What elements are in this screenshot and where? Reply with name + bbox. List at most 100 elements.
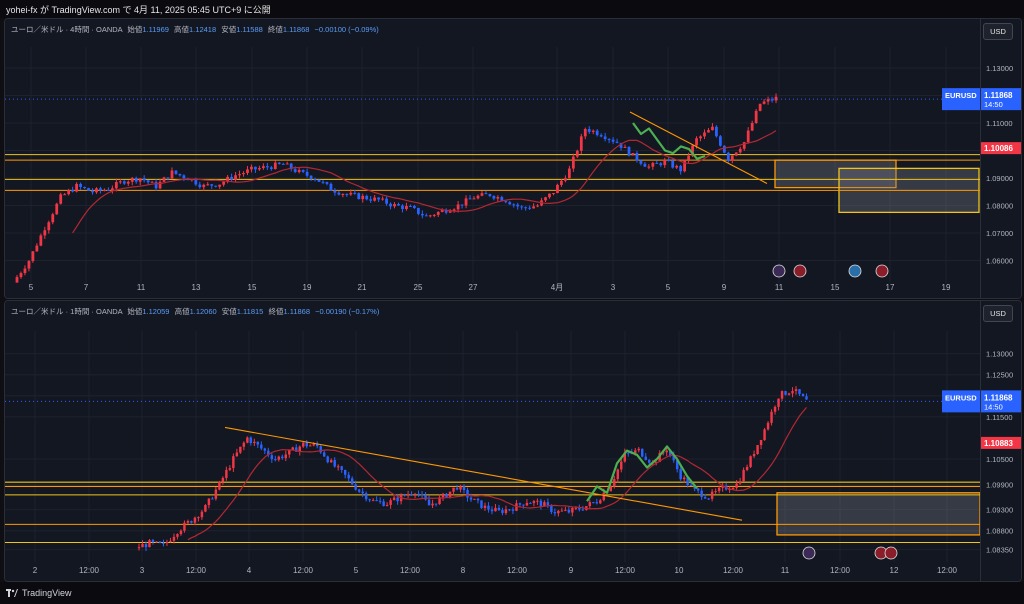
candle [731, 488, 735, 490]
candle [766, 99, 770, 102]
candle [336, 466, 340, 468]
candle [438, 497, 441, 505]
candle [416, 207, 420, 214]
candle [798, 389, 801, 395]
price-axis-1h[interactable]: 1.130001.125001.120001.115001.105001.099… [980, 301, 1021, 581]
candle [288, 449, 291, 455]
candle [406, 494, 410, 496]
x-tick-label: 4 [247, 566, 252, 575]
candle [261, 166, 265, 169]
candle [238, 174, 241, 176]
x-tick-label: 7 [84, 283, 89, 292]
candle [138, 178, 142, 182]
candle [715, 126, 718, 137]
candle [564, 509, 567, 511]
candle [675, 165, 679, 168]
candle [687, 155, 690, 160]
candle [273, 162, 277, 170]
candle [525, 502, 529, 506]
candle [742, 469, 745, 482]
x-tick-label: 12 [890, 566, 899, 575]
level-tag-value: 1.10883 [984, 439, 1013, 448]
candle [198, 184, 202, 188]
candle [536, 205, 539, 207]
currency-button[interactable]: USD [983, 23, 1013, 40]
x-tick-label: 12:00 [507, 566, 528, 575]
candle [230, 176, 233, 180]
candle [721, 485, 724, 488]
candle [703, 497, 707, 499]
candle [392, 497, 396, 501]
currency-button[interactable]: USD [983, 305, 1013, 322]
candle [483, 505, 487, 509]
y-tick-label: 1.13000 [986, 64, 1013, 73]
candle [107, 189, 110, 191]
candle [567, 509, 571, 513]
candle [176, 534, 179, 537]
x-tick-label: 3 [140, 566, 145, 575]
candle [313, 179, 317, 181]
candle [746, 130, 750, 143]
x-tick-label: 11 [137, 283, 146, 292]
x-tick-label: 12:00 [293, 566, 314, 575]
candle [103, 189, 106, 191]
candle [700, 490, 703, 498]
candle [679, 469, 682, 480]
candle [735, 483, 738, 489]
candle [155, 541, 158, 543]
candle [703, 132, 706, 137]
candle [368, 499, 371, 501]
candle [787, 393, 791, 395]
candle [420, 494, 424, 496]
candle [738, 481, 742, 484]
price-tag-value: 1.11868 [984, 393, 1013, 402]
price-tag-bg [942, 88, 980, 111]
candle [619, 142, 623, 148]
candle [512, 204, 516, 206]
price-axis-4h[interactable]: 1.130001.120001.110001.100001.090001.080… [980, 19, 1021, 298]
candle [496, 197, 500, 199]
candle [99, 188, 102, 191]
candle [762, 101, 766, 104]
candle [218, 481, 221, 490]
price-tag-value: 1.11868 [984, 91, 1013, 100]
level-tag-bg [981, 436, 1021, 449]
plot-area-1h[interactable]: 2 12:00 3 12:00 4 12:00 5 12:00 8 12:00 9 12:00 10 12… [5, 301, 981, 581]
candle [242, 442, 246, 447]
candle [393, 204, 396, 207]
candle [183, 522, 186, 531]
candle [591, 130, 595, 132]
chart-panel-1h[interactable]: 2 12:00 3 12:00 4 12:00 5 12:00 8 12:00 9 12:00 10 12… [4, 300, 1022, 582]
chart-panel-4h[interactable]: 5 7 11 13 15 19 21 25 27 4月 3 5 9 11 15 17 19 EURUSD 1.13… [4, 18, 1022, 299]
candle [522, 504, 525, 506]
candle [260, 444, 263, 449]
x-tick-label: 15 [831, 283, 840, 292]
candle [635, 152, 639, 161]
candle [134, 177, 138, 182]
candle [333, 190, 337, 193]
candle [179, 530, 183, 535]
candle [150, 181, 154, 183]
candle [574, 507, 578, 509]
candle [500, 197, 504, 202]
candle [794, 389, 798, 391]
candle [148, 540, 151, 548]
change-label: −0.00100 (−0.09%) [314, 25, 379, 34]
candle [609, 486, 613, 492]
candle [354, 484, 357, 490]
candle [87, 188, 90, 191]
candle [424, 495, 427, 500]
candle [560, 510, 564, 512]
candle [361, 491, 364, 494]
candle [309, 445, 312, 447]
moving-average-line [187, 407, 807, 541]
chart-svg-1h[interactable]: 2 12:00 3 12:00 4 12:00 5 12:00 8 12:00 9 12:00 10 12… [5, 301, 981, 581]
candle [571, 507, 574, 513]
candle [234, 175, 237, 180]
plot-area-4h[interactable]: 5 7 11 13 15 19 21 25 27 4月 3 5 9 11 15 17 19 EURUSD [5, 19, 980, 298]
candle [382, 501, 385, 506]
chart-svg-4h[interactable]: 5 7 11 13 15 19 21 25 27 4月 3 5 9 11 15 17 19 EURUSD [5, 19, 980, 298]
candle [277, 456, 281, 460]
candle [413, 206, 416, 208]
candle [377, 197, 381, 200]
